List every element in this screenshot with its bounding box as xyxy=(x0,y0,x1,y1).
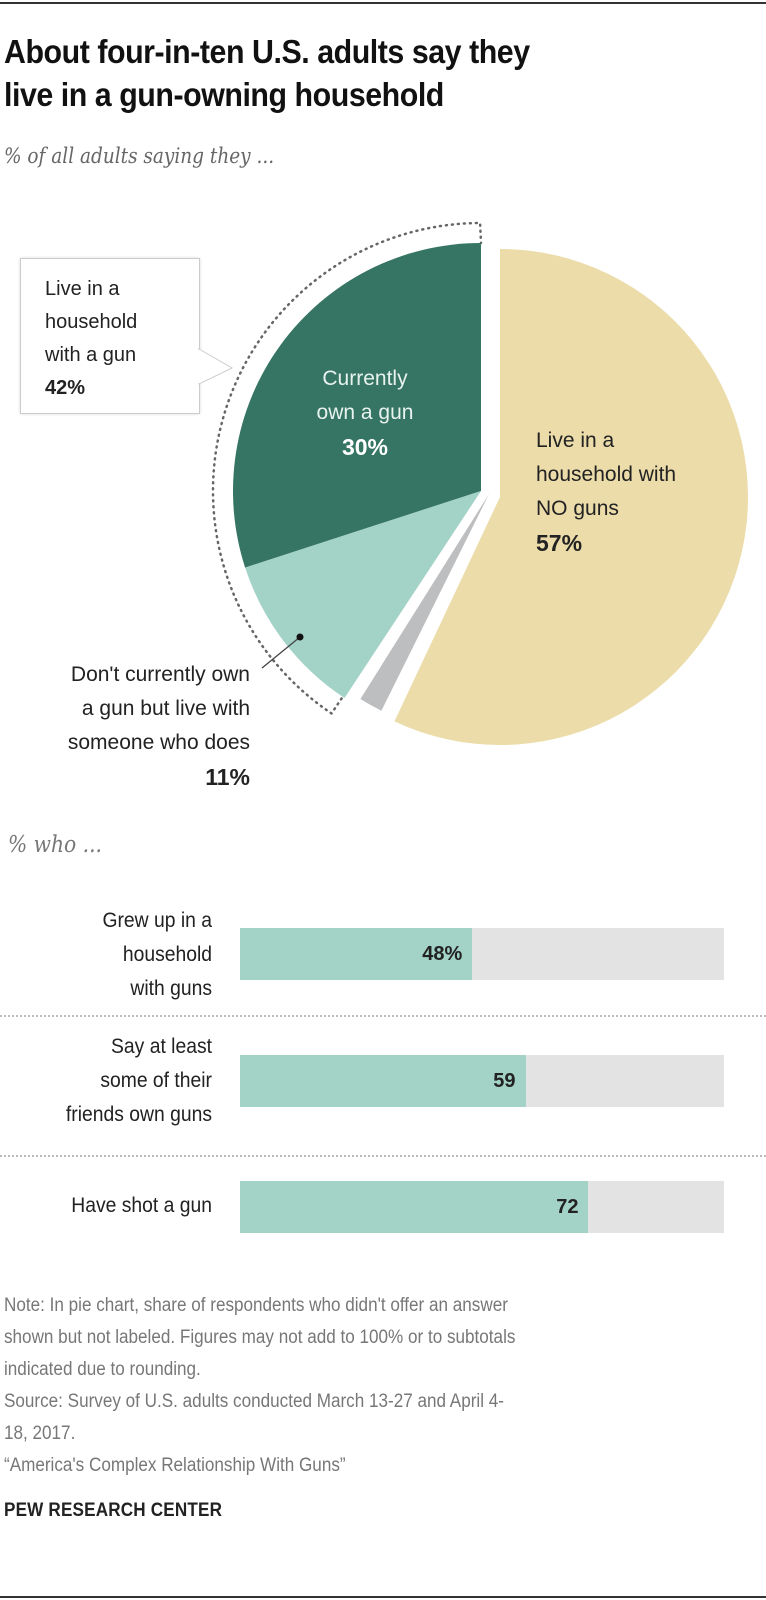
title-line-2: live in a gun-owning household xyxy=(4,76,444,113)
top-rule xyxy=(0,2,766,4)
bar-label-line: Say at least xyxy=(111,1035,212,1058)
bar-fill[interactable] xyxy=(240,1181,589,1233)
pie-slice-live-with-owner[interactable] xyxy=(245,491,481,699)
row-divider xyxy=(0,1155,766,1157)
pie-slice-own-gun[interactable] xyxy=(232,242,481,568)
label-no-guns: Live in a household with NO guns 57% xyxy=(536,424,676,560)
bar-track: 48% xyxy=(240,928,724,980)
note-line: shown but not labeled. Figures may not a… xyxy=(4,1327,516,1348)
bar-value: 48% xyxy=(422,943,463,965)
label-line: Live in a xyxy=(536,429,615,452)
label-line: own a gun xyxy=(316,401,414,424)
bar-value: 72 xyxy=(556,1196,579,1218)
label-line: NO guns xyxy=(536,497,619,520)
bottom-rule xyxy=(0,1596,766,1598)
label-line: a gun but live with xyxy=(81,697,250,720)
label-line: someone who does xyxy=(67,731,250,754)
bar-section-label: % who ... xyxy=(8,832,102,858)
row-divider xyxy=(0,1015,766,1017)
bar-fill[interactable] xyxy=(240,928,473,980)
bar-label-line: Grew up in a xyxy=(102,909,212,932)
label-value: 57% xyxy=(536,530,583,556)
callout-value: 42% xyxy=(45,377,86,399)
footnote: Note: In pie chart, share of respondents… xyxy=(4,1290,760,1482)
callout-line: household xyxy=(45,311,138,333)
bar-track: 72 xyxy=(240,1181,724,1233)
bar-label-line: with guns xyxy=(130,977,212,1000)
label-line: household with xyxy=(536,463,677,486)
bar-label: Say at least some of their friends own g… xyxy=(17,1030,212,1132)
callout-line: with a gun xyxy=(45,344,137,366)
bar-label-line: friends own guns xyxy=(65,1103,213,1126)
gun-household-outline xyxy=(211,221,483,716)
bar-value: 59 xyxy=(493,1070,516,1092)
bar-label: Have shot a gun xyxy=(17,1189,212,1223)
label-value: 11% xyxy=(205,764,250,790)
chart-title: About four-in-ten U.S. adults say they l… xyxy=(4,30,685,116)
callout-pointer xyxy=(198,348,234,385)
bar-label-line: Have shot a gun xyxy=(71,1194,213,1217)
note-line: Note: In pie chart, share of respondents… xyxy=(4,1295,508,1316)
bar-label-line: some of their xyxy=(100,1069,212,1092)
leader-line xyxy=(261,636,301,669)
leader-dot xyxy=(296,633,304,641)
source-line: 18, 2017. xyxy=(4,1423,76,1444)
pie-slice-no-guns[interactable] xyxy=(394,249,748,745)
chart-subtitle: % of all adults saying they ... xyxy=(4,144,275,168)
bar-label-line: household xyxy=(122,943,212,966)
label-live-with-owner: Don't currently own a gun but live with … xyxy=(0,658,250,794)
source-line: Source: Survey of U.S. adults conducted … xyxy=(4,1391,504,1412)
report-title: “America's Complex Relationship With Gun… xyxy=(4,1455,346,1476)
callout-line: Live in a xyxy=(45,278,120,300)
label-own-gun: Currently own a gun 30% xyxy=(290,362,440,464)
bar-label: Grew up in a household with guns xyxy=(17,904,212,1006)
brand-logo-text: PEW RESEARCH CENTER xyxy=(4,1500,223,1521)
note-line: indicated due to rounding. xyxy=(4,1359,201,1380)
gun-household-callout: Live in a household with a gun 42% xyxy=(20,258,200,414)
label-value: 30% xyxy=(341,434,389,460)
title-line-1: About four-in-ten U.S. adults say they xyxy=(4,33,530,70)
pie-chart xyxy=(211,221,748,745)
bar-track: 59 xyxy=(240,1055,724,1107)
label-line: Don't currently own xyxy=(70,663,250,686)
bar-fill[interactable] xyxy=(240,1055,526,1107)
pie-slice-no-answer[interactable] xyxy=(360,494,489,711)
label-line: Currently xyxy=(322,367,408,390)
